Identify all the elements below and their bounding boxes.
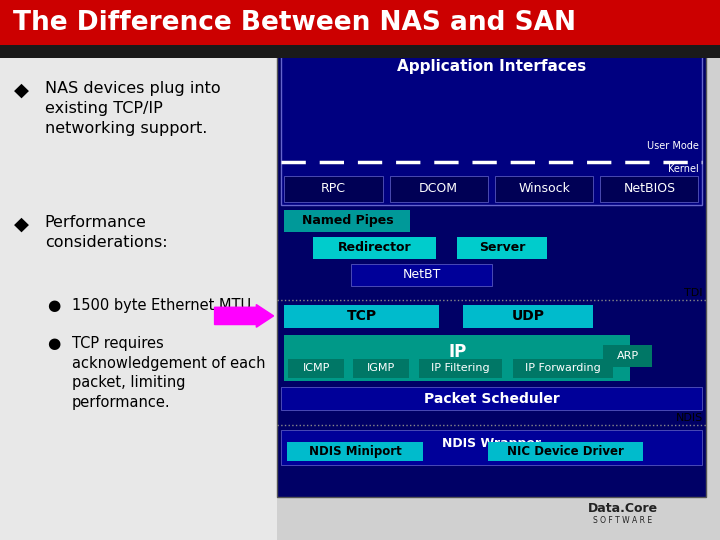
FancyBboxPatch shape	[287, 442, 423, 461]
Text: NDIS Miniport: NDIS Miniport	[309, 445, 401, 458]
Text: ARP: ARP	[617, 351, 639, 361]
FancyBboxPatch shape	[488, 442, 643, 461]
FancyBboxPatch shape	[600, 176, 698, 202]
FancyBboxPatch shape	[277, 46, 706, 497]
Text: IGMP: IGMP	[366, 363, 395, 373]
Text: ◆: ◆	[14, 81, 30, 100]
Text: NetBIOS: NetBIOS	[624, 183, 675, 195]
Text: NDIS: NDIS	[675, 413, 703, 423]
Text: The Difference Between NAS and SAN: The Difference Between NAS and SAN	[13, 10, 576, 36]
FancyArrow shape	[215, 305, 274, 327]
FancyBboxPatch shape	[281, 387, 702, 410]
Text: ICMP: ICMP	[302, 363, 330, 373]
FancyBboxPatch shape	[419, 359, 502, 378]
Text: ◆: ◆	[14, 215, 30, 234]
Text: Application Interfaces: Application Interfaces	[397, 59, 586, 75]
Text: Performance
considerations:: Performance considerations:	[45, 215, 167, 249]
Text: IP Filtering: IP Filtering	[431, 363, 490, 373]
Text: Data.Core: Data.Core	[588, 502, 658, 515]
FancyBboxPatch shape	[281, 49, 702, 205]
FancyBboxPatch shape	[0, 0, 720, 46]
Text: NAS devices plug into
existing TCP/IP
networking support.: NAS devices plug into existing TCP/IP ne…	[45, 81, 220, 136]
FancyBboxPatch shape	[288, 359, 344, 378]
FancyBboxPatch shape	[284, 335, 630, 381]
Text: 1500 byte Ethernet MTU: 1500 byte Ethernet MTU	[72, 298, 251, 313]
FancyBboxPatch shape	[463, 305, 593, 328]
FancyBboxPatch shape	[457, 237, 547, 259]
Text: Winsock: Winsock	[518, 183, 570, 195]
FancyBboxPatch shape	[313, 237, 436, 259]
FancyBboxPatch shape	[284, 210, 410, 232]
FancyBboxPatch shape	[495, 176, 593, 202]
Text: Server: Server	[479, 241, 526, 254]
Text: NIC Device Driver: NIC Device Driver	[507, 445, 624, 458]
Text: IP: IP	[448, 343, 467, 361]
Text: IP Forwarding: IP Forwarding	[525, 363, 601, 373]
Text: TCP requires
acknowledgement of each
packet, limiting
performance.: TCP requires acknowledgement of each pac…	[72, 336, 266, 410]
FancyBboxPatch shape	[390, 176, 488, 202]
Text: NetBT: NetBT	[402, 268, 441, 281]
Text: DCOM: DCOM	[419, 183, 458, 195]
Text: ●: ●	[47, 336, 60, 351]
FancyBboxPatch shape	[353, 359, 409, 378]
FancyBboxPatch shape	[0, 45, 720, 58]
FancyBboxPatch shape	[284, 305, 439, 328]
Text: Kernel: Kernel	[668, 164, 699, 174]
Text: Packet Scheduler: Packet Scheduler	[423, 392, 559, 406]
FancyBboxPatch shape	[351, 264, 492, 286]
FancyBboxPatch shape	[281, 430, 702, 465]
Text: UDP: UDP	[511, 309, 544, 323]
Text: Named Pipes: Named Pipes	[302, 214, 393, 227]
Text: NDIS Wrapper: NDIS Wrapper	[442, 437, 541, 450]
Text: User Mode: User Mode	[647, 141, 699, 151]
Text: TCP: TCP	[347, 309, 377, 323]
Text: TDI: TDI	[684, 287, 703, 298]
Text: RPC: RPC	[321, 183, 346, 195]
FancyBboxPatch shape	[603, 345, 652, 367]
Text: S O F T W A R E: S O F T W A R E	[593, 516, 652, 525]
FancyBboxPatch shape	[284, 176, 382, 202]
Text: ●: ●	[47, 298, 60, 313]
FancyBboxPatch shape	[513, 359, 613, 378]
FancyBboxPatch shape	[0, 58, 277, 540]
Text: Redirector: Redirector	[338, 241, 411, 254]
